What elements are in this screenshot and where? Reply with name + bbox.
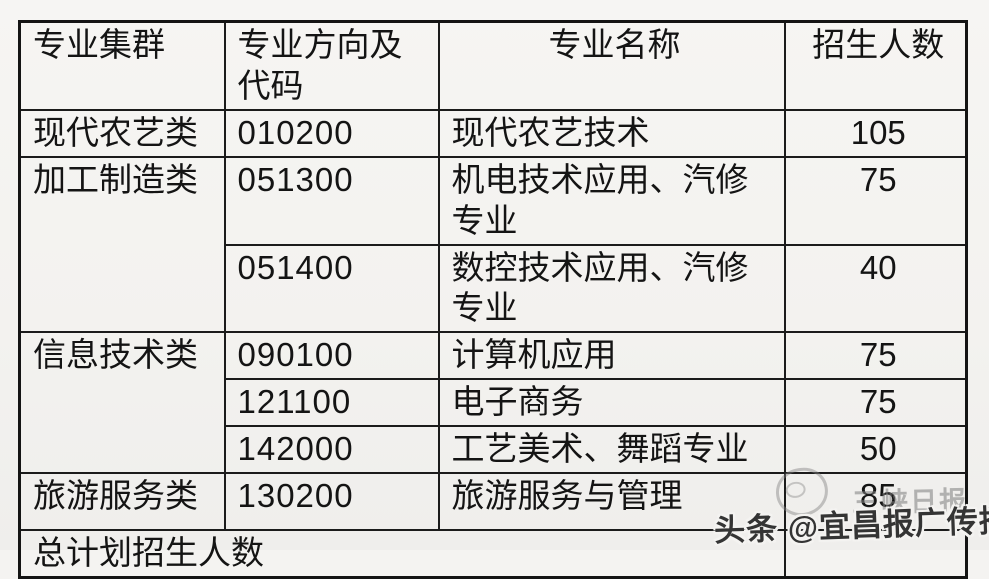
table-row: 旅游服务类 130200 旅游服务与管理 85 [18,472,968,532]
table-row: 现代农艺类 010200 现代农艺技术 105 [18,108,968,158]
count-cell: 50 [783,425,968,475]
header-major-name: 专业名称 [437,20,786,111]
total-label-cell: 总计划招生人数 [18,529,786,579]
count-cell: 75 [783,331,968,381]
code-cell: 051400 [223,243,440,334]
code-cell: 142000 [223,425,440,475]
count-cell: 75 [783,378,968,428]
header-row: 专业集群 专业方向及代码 专业名称 招生人数 [18,20,968,111]
count-cell: 40 [783,243,968,334]
major-cell: 现代农艺技术 [437,108,786,158]
major-cell: 旅游服务与管理 [437,472,786,532]
code-cell: 051300 [223,155,440,246]
major-cell: 计算机应用 [437,331,786,381]
code-cell: 121100 [223,378,440,428]
table-row: 121100 电子商务 75 [20,378,968,428]
major-cell: 电子商务 [437,378,786,428]
cluster-cell: 加工制造类 [18,155,226,334]
header-code: 专业方向及代码 [223,20,440,111]
cluster-cell: 信息技术类 [18,331,226,475]
code-cell: 090100 [223,331,440,381]
cluster-cell: 旅游服务类 [18,472,226,532]
table-row: 信息技术类 090100 计算机应用 75 [18,331,968,475]
header-cluster: 专业集群 [18,20,226,111]
table-row: 加工制造类 051300 机电技术应用、汽修专业 75 [18,155,968,334]
photographed-page: 专业集群 专业方向及代码 专业名称 招生人数 现代农艺类 010200 现代农艺… [0,0,989,550]
code-cell: 130200 [223,472,440,532]
toutiao-watermark-text: 头条 @宜昌报广传播 [713,502,989,549]
cluster-cell: 现代农艺类 [18,108,226,158]
header-enrollment: 招生人数 [783,20,968,111]
table-row: 051400 数控技术应用、汽修专业 40 [20,243,968,334]
code-cell: 010200 [223,108,440,158]
major-cell: 工艺美术、舞蹈专业 [437,425,786,475]
count-cell: 105 [783,108,968,158]
table-row: 142000 工艺美术、舞蹈专业 50 [20,425,968,475]
major-cell: 机电技术应用、汽修专业 [437,155,786,246]
enrollment-table: 专业集群 专业方向及代码 专业名称 招生人数 现代农艺类 010200 现代农艺… [18,20,968,579]
major-cell: 数控技术应用、汽修专业 [437,243,786,334]
count-cell: 75 [783,155,968,246]
